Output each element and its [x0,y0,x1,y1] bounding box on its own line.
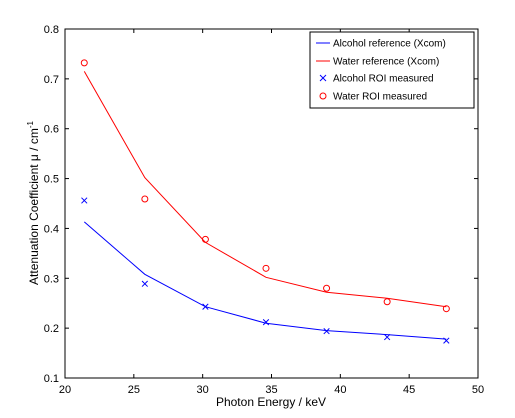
data-point-x [262,319,270,326]
x-axis-title: Photon Energy / keV [216,395,326,409]
data-point-x [202,303,209,310]
y-tick-label: 0.3 [44,273,59,285]
legend: Alcohol reference (Xcom) Water reference… [309,31,475,109]
data-point-x [141,280,149,287]
x-tick-label: 40 [334,384,346,396]
legend-label-alcohol-roi: Alcohol ROI measured [333,74,434,85]
series-layer [80,59,450,344]
legend-label-water-roi: Water ROI measured [333,92,427,103]
y-axis-title-exponent: -1 [26,121,35,129]
data-point-x [443,337,450,344]
y-tick-label: 0.8 [44,24,59,36]
x-tick-label: 20 [59,384,71,396]
data-point-o [141,195,149,203]
data-point-x [383,333,391,341]
legend-swatch-alcohol-roi [319,74,327,82]
y-tick-label: 0.4 [44,223,59,235]
x-tick-label: 45 [403,384,415,396]
legend-box [309,31,475,109]
data-point-o [442,305,450,313]
data-point-x [81,197,88,204]
y-tick-label: 0.2 [44,323,59,335]
y-tick-label: 0.7 [44,74,59,86]
x-tick-label: 35 [265,384,277,396]
x-tick-label: 50 [472,384,484,396]
legend-label-alcohol-ref: Alcohol reference (Xcom) [333,39,446,50]
y-axis-title: Attenuation Coefficient μ / cm-1 [26,121,41,285]
y-tick-label: 0.6 [44,124,59,136]
data-point-o [262,264,270,272]
y-tick-label: 0.5 [44,174,59,186]
x-tick-label: 25 [128,384,140,396]
x-tick-label: 30 [197,384,209,396]
series-line-0 [83,221,447,340]
legend-swatch-water-roi [319,92,327,100]
data-point-o [201,235,209,243]
x-axis: 20 25 30 35 40 45 50 [59,29,484,396]
data-point-o [80,59,88,67]
data-point-o [383,298,391,306]
y-axis: 0.1 0.2 0.3 0.4 0.5 0.6 0.7 0.8 [44,24,478,385]
data-point-x [323,327,330,335]
legend-label-water-ref: Water reference (Xcom) [333,57,439,68]
y-tick-label: 0.1 [44,373,59,385]
y-axis-title-main: Attenuation Coefficient μ / cm [27,128,41,285]
series-line-1 [83,71,447,308]
data-point-o [323,284,331,292]
